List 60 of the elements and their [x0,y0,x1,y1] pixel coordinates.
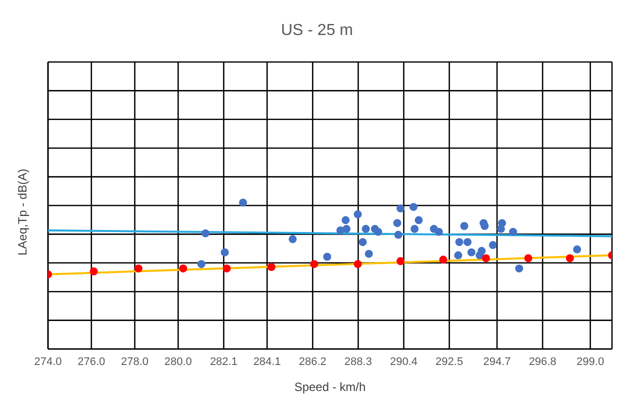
point [354,260,362,268]
x-tick-label: 288.3 [344,356,372,368]
x-tick-label: 282.1 [210,356,238,368]
x-tick-label: 284.1 [253,356,281,368]
point [566,254,574,262]
point [354,210,362,218]
point [364,250,373,258]
point [524,254,532,262]
point [410,202,418,211]
point [394,230,402,239]
x-tick-label: 274.0 [34,356,62,368]
point [573,245,582,254]
point [342,224,350,233]
point [498,219,506,228]
x-tick-label: 278.0 [121,356,149,368]
point [222,264,231,272]
point [267,263,276,271]
x-tick-label: 294.7 [483,356,511,368]
point [396,204,404,212]
point [434,228,443,236]
x-tick-label: 292.5 [436,356,464,368]
x-tick-label: 276.0 [78,356,106,368]
point [488,241,497,250]
point [374,228,382,236]
x-tick-label: 290.4 [390,356,418,368]
point [454,251,462,260]
point [396,257,404,266]
point [323,252,332,261]
y-axis-title: LAeq,Tp - dB(A) [15,168,30,256]
x-axis-title: Speed - km/h [294,380,366,394]
x-tick-label: 280.0 [164,356,192,368]
point [197,260,206,268]
point [134,264,142,272]
x-tick-label: 296.8 [528,356,556,368]
point [515,264,524,272]
point [410,224,419,233]
point [220,248,229,256]
point [358,238,367,246]
point [393,219,402,228]
point [460,222,468,230]
point [480,222,489,230]
point [179,264,188,272]
point [509,228,518,236]
point [439,256,448,264]
point [239,198,248,207]
chart-title: US - 25 m [280,21,354,41]
point [482,254,490,262]
point [455,238,464,246]
point [90,267,98,276]
point [310,260,318,268]
point [288,235,297,244]
x-tick-label: 299.0 [576,356,604,368]
point [464,238,472,246]
point [201,229,210,238]
point [362,224,370,233]
point [467,248,476,256]
point [342,216,350,224]
x-tick-label: 286.2 [298,356,326,368]
point [414,216,423,224]
point [478,246,486,255]
